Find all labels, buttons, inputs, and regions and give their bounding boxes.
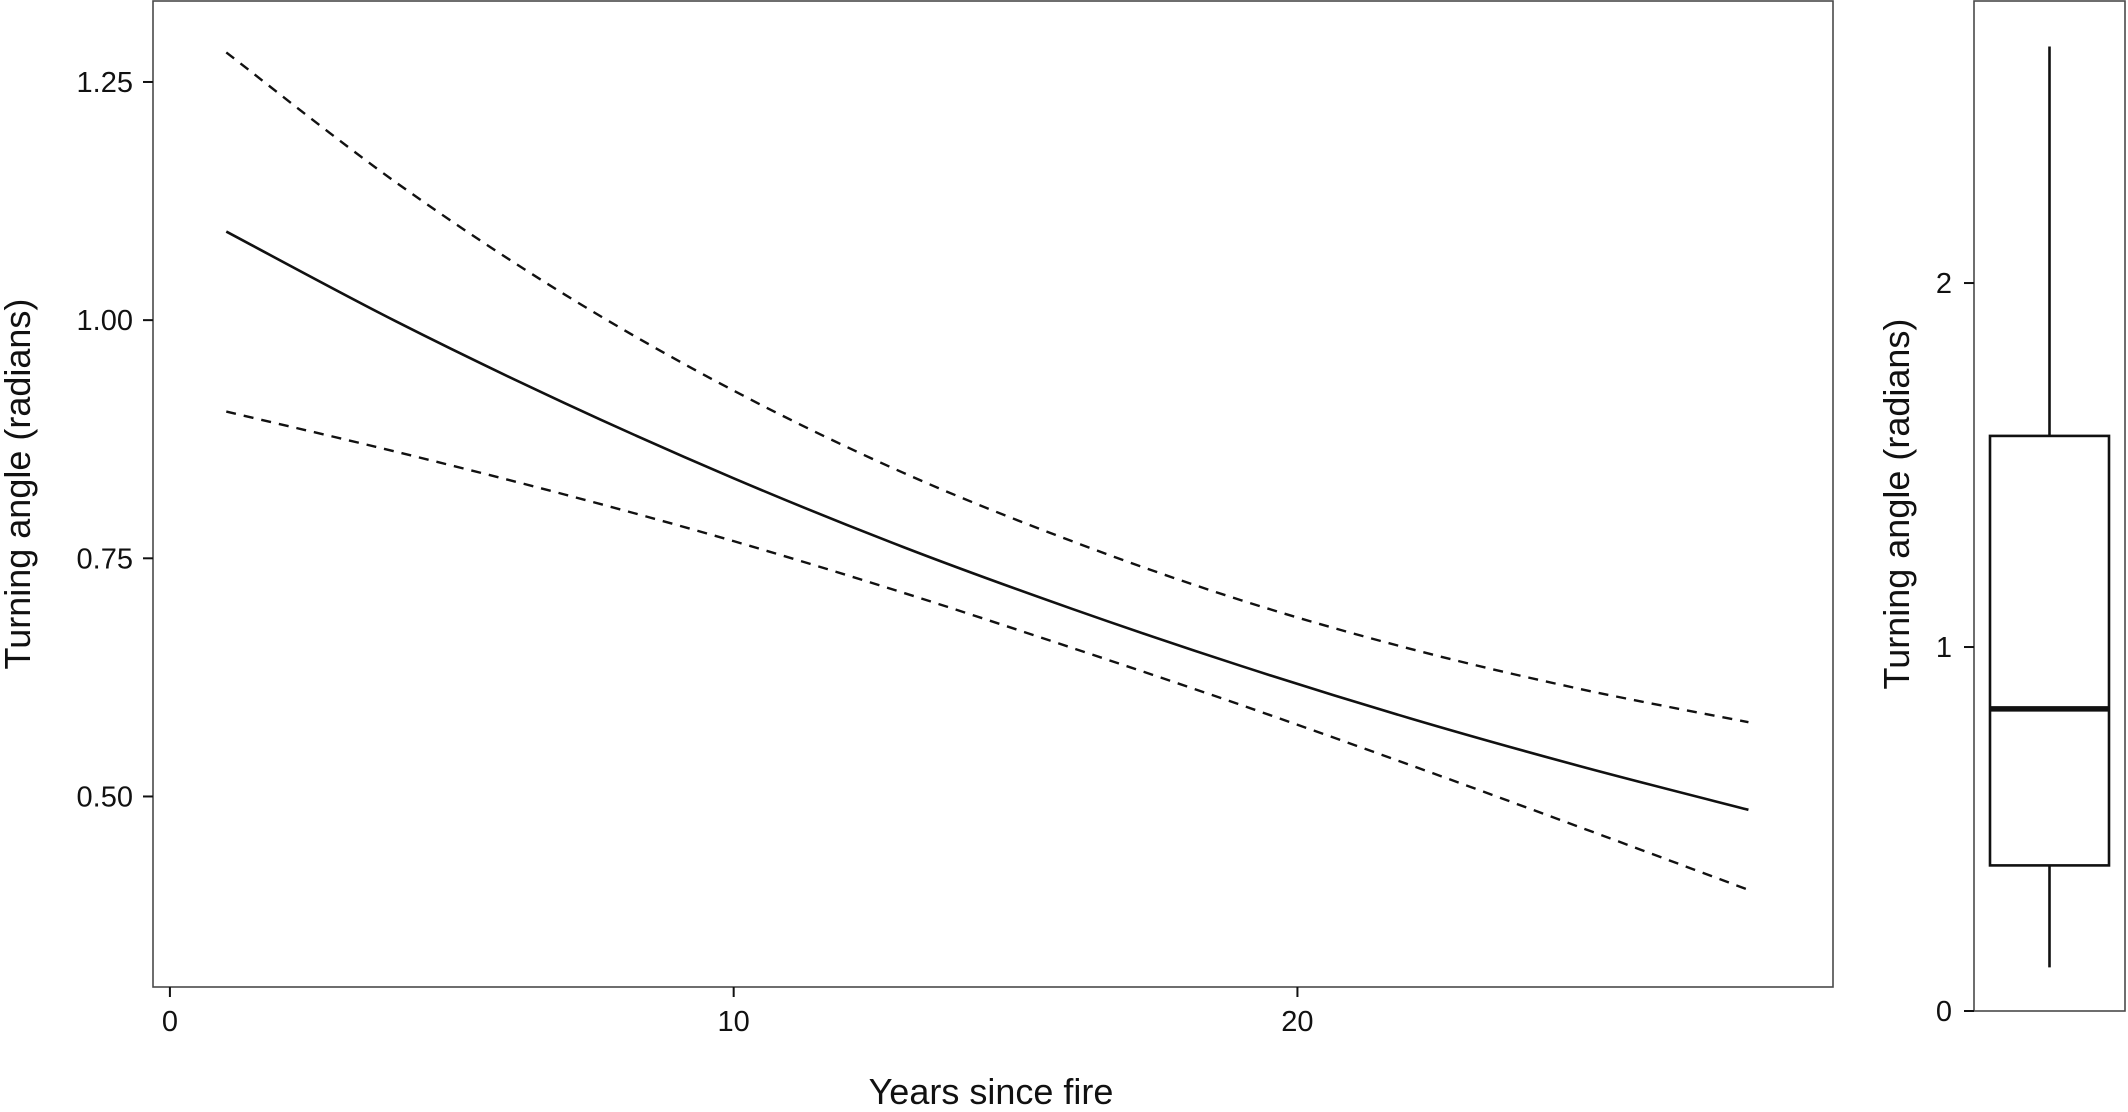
upper-confidence-curve	[225, 51, 1749, 724]
y-tick-label: 1.00	[77, 305, 133, 337]
main-x-axis: 0 10 20	[162, 987, 1314, 1038]
y-tick-label: 1.25	[77, 67, 133, 99]
box-y-tick-label: 1	[1936, 632, 1952, 664]
box-y-tick-label: 0	[1936, 996, 1952, 1028]
interquartile-box	[1988, 434, 2111, 867]
y-axis-title: Turning angle (radians)	[0, 299, 38, 670]
box-y-axis: 0 1 2	[1936, 268, 1974, 1028]
box-plot-frame	[1973, 0, 2126, 1012]
box-marks-group	[1988, 46, 2111, 968]
y-tick-label: 0.75	[77, 543, 133, 575]
x-axis-title: Years since fire	[869, 1071, 1114, 1112]
main-series-group	[225, 51, 1749, 891]
box-plot-panel: 0 1 2 Turning angle (radians)	[1876, 0, 2126, 1028]
x-tick-label: 10	[718, 1006, 750, 1038]
main-y-axis: 0.50 0.75 1.00 1.25	[77, 67, 153, 813]
main-plot-panel: 0.500.751.001.25 0 10 20 Years since fire …	[0, 0, 1834, 1112]
fitted-curve	[225, 230, 1749, 812]
x-tick-label: 20	[1281, 1006, 1313, 1038]
lower-confidence-curve	[226, 410, 1749, 891]
x-tick-label: 0	[162, 1006, 178, 1038]
box-y-tick-label: 2	[1936, 268, 1952, 300]
main-plot-frame	[152, 0, 1834, 988]
box-y-axis-title: Turning angle (radians)	[1876, 319, 1917, 690]
y-tick-label: 0.50	[77, 781, 133, 813]
